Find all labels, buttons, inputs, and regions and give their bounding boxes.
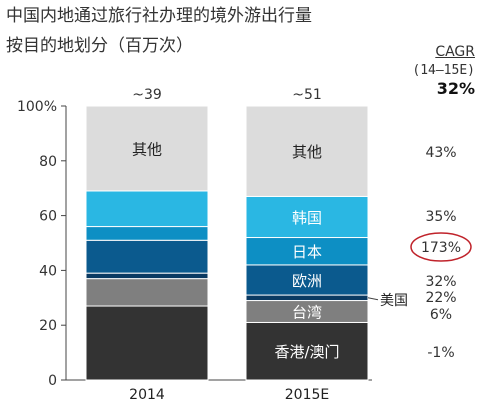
cagr-header: CAGR [435,44,475,60]
cagr-value: 22% [425,290,456,306]
y-tick-label: 80 [39,154,57,170]
callout-label: 美国 [380,293,408,309]
bar-segment [85,272,209,280]
x-tick-label: 2014 [129,387,165,403]
segment-label: 台湾 [292,304,322,322]
bar-segment [85,226,209,241]
y-tick-label: 100% [17,99,57,115]
cagr-overall-value: 32% [436,79,475,98]
callout-line [367,297,379,301]
cagr-value: 6% [430,307,452,323]
bar-segment [245,294,369,302]
segment-label: 欧洲 [292,272,322,290]
bar-segment [85,278,209,307]
y-tick-label: 40 [39,263,57,279]
bar-segment [85,105,209,192]
cagr-value: 43% [425,145,456,161]
chart-title-line2: 按目的地划分（百万次） [6,36,193,56]
cagr-period: (14–15E) [412,63,475,78]
cagr-value: 173% [421,240,461,256]
cagr-value: -1% [427,345,454,361]
bar-segment [85,190,209,228]
segment-label: 其他 [132,140,162,158]
cagr-value: 35% [425,209,456,225]
segment-label: 其他 [292,143,322,161]
bar-segment [85,239,209,274]
bar-segment [245,195,369,239]
y-tick-label: 0 [48,373,57,389]
bar-segment [245,264,369,296]
bar-segment [245,237,369,266]
segment-label: 香港/澳门 [274,343,339,361]
chart-title-line1: 中国内地通过旅行社办理的境外游出行量 [6,6,312,26]
cagr-value: 32% [425,274,456,290]
y-tick-label: 20 [39,318,57,334]
bar-segment [245,105,369,197]
highlight-circle [410,232,472,262]
segment-label: 韩国 [292,209,322,227]
segment-label: 日本 [292,243,322,261]
x-tick-label: 2015E [285,387,329,403]
bar-segment [85,305,209,381]
y-tick-label: 60 [39,209,57,225]
bar-total-label: ~39 [132,87,162,103]
bar-total-label: ~51 [292,87,322,103]
